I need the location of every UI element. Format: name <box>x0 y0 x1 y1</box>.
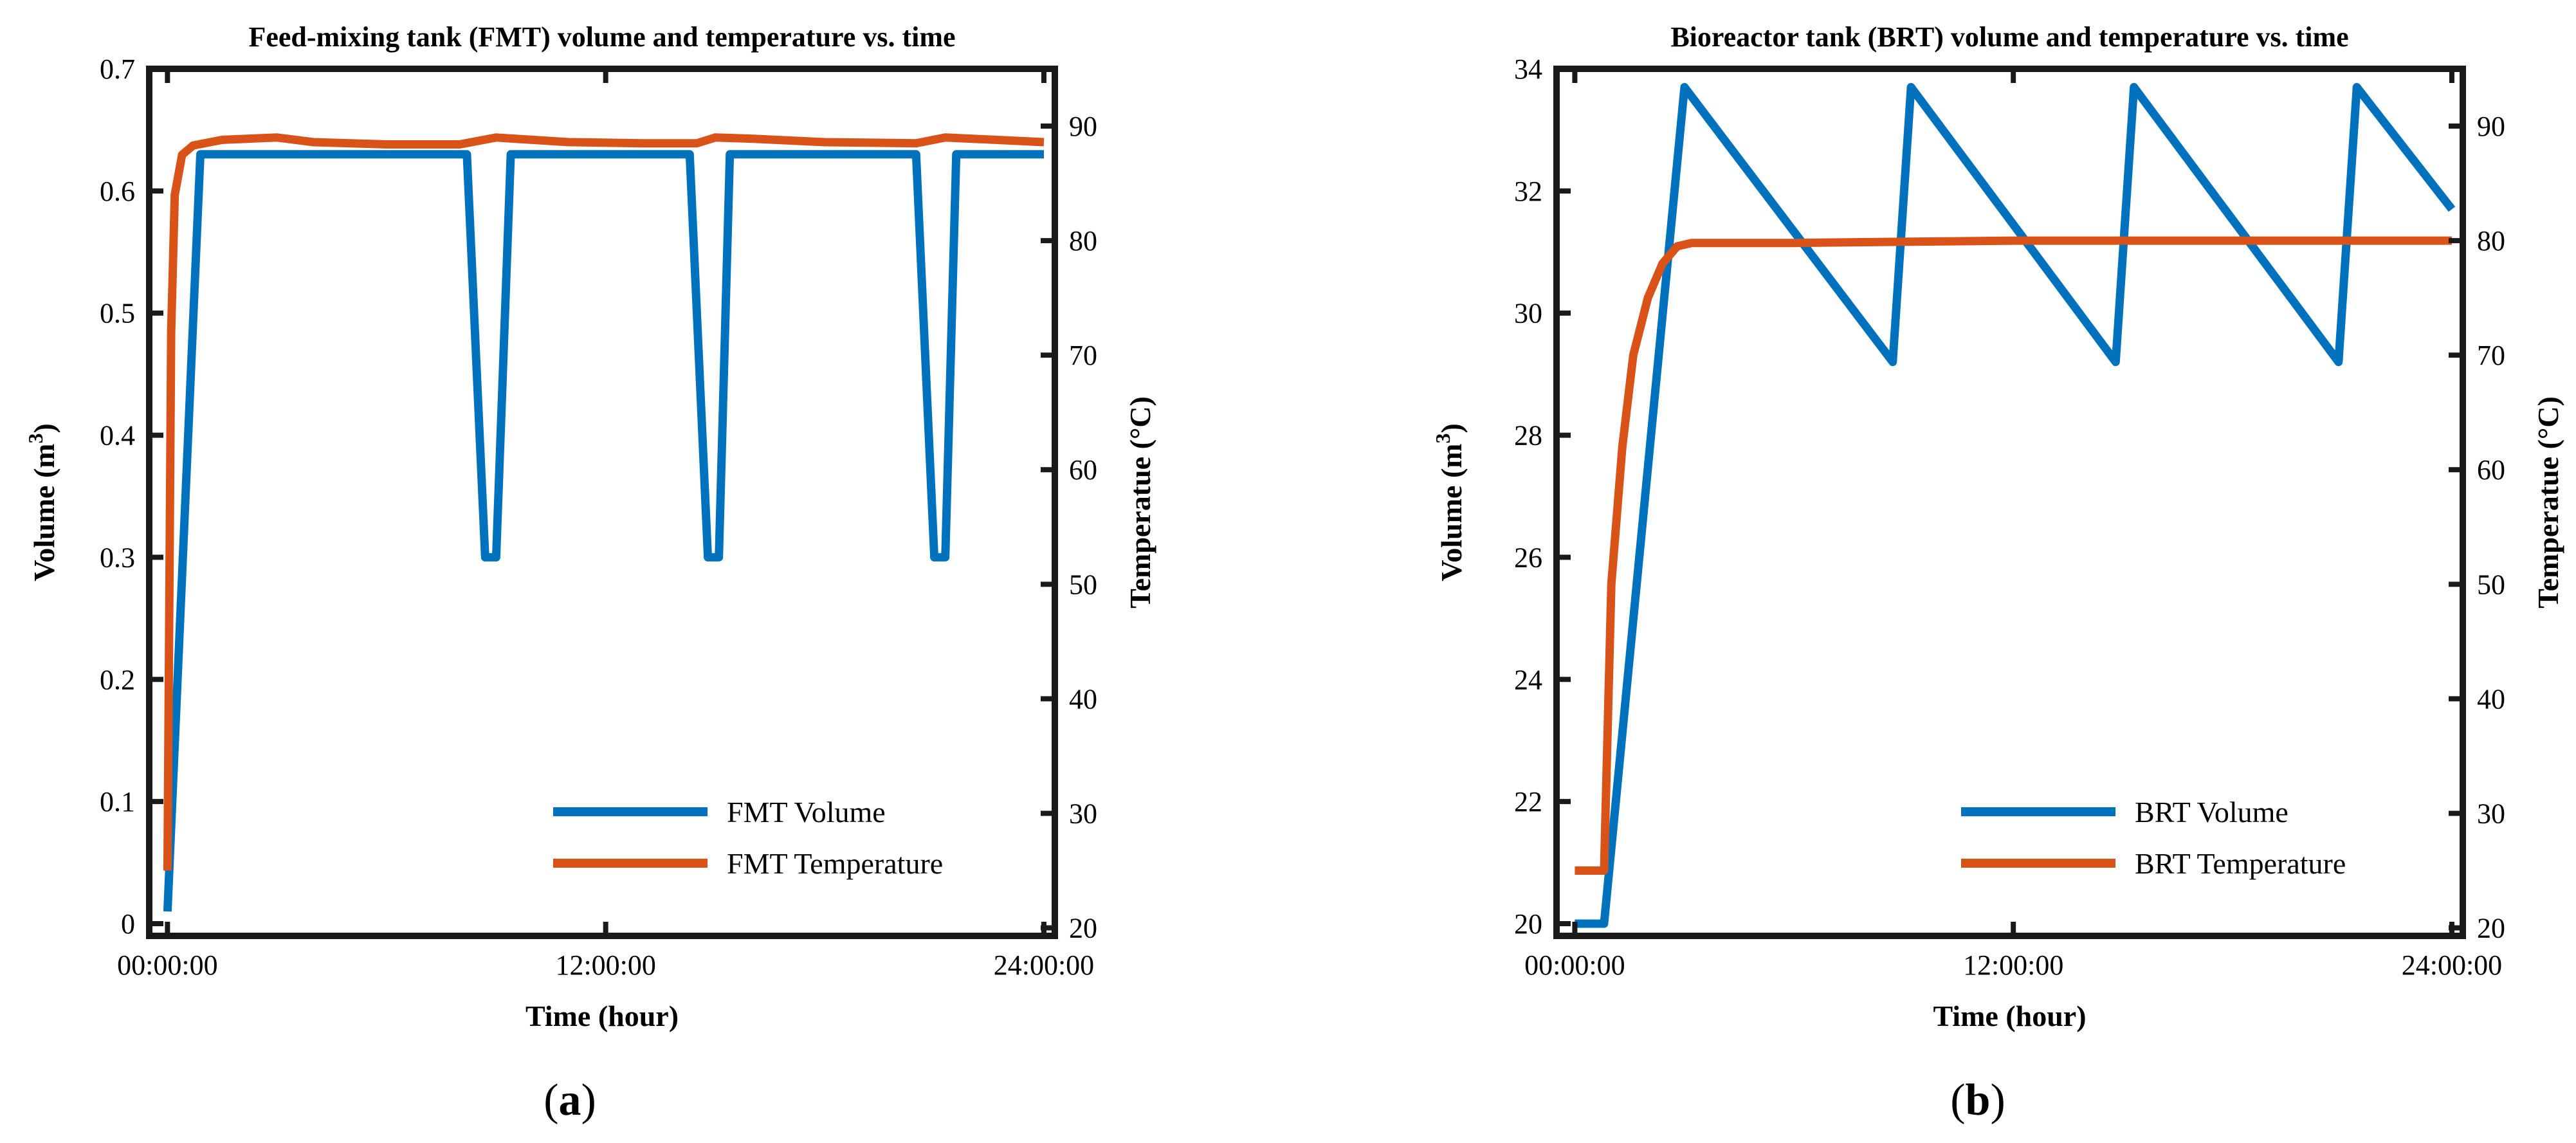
y-left-axis-label-text: Volume (m <box>28 444 60 581</box>
legend-entry: BRT Temperature <box>2135 847 2346 880</box>
chart-title: Feed-mixing tank (FMT) volume and temper… <box>248 21 955 53</box>
panel-label-open: ( <box>1950 1075 1965 1125</box>
y-left-axis-label-superscript: 3 <box>1431 434 1454 444</box>
y-left-tick-label: 34 <box>1514 53 1542 85</box>
panel-label-close: ) <box>581 1075 596 1125</box>
series-line-brt-volume <box>1575 83 2456 928</box>
series-line-brt-temperature <box>1575 236 2452 875</box>
y-right-tick-label: 90 <box>2477 111 2505 142</box>
panel-label-letter: b <box>1966 1075 1991 1125</box>
x-tick-label: 12:00:00 <box>1963 949 2063 981</box>
y-right-tick-label: 60 <box>2477 454 2505 486</box>
series-line-fmt-volume <box>163 150 1044 912</box>
y-left-axis-label-close: ) <box>1435 423 1468 433</box>
y-left-tick-label: 0.6 <box>100 176 135 207</box>
y-right-tick-label: 40 <box>1069 683 1097 715</box>
y-left-tick-label: 0.1 <box>100 786 135 818</box>
plot-frame <box>1553 66 2466 939</box>
y-right-tick-label: 20 <box>2477 913 2505 944</box>
y-right-tick-label: 90 <box>1069 111 1097 142</box>
legend-entry: BRT Volume <box>2135 796 2288 828</box>
x-tick-label: 12:00:00 <box>555 949 655 981</box>
y-right-tick-label: 70 <box>2477 340 2505 371</box>
x-axis-label: Time (hour) <box>525 1000 679 1032</box>
panel-a: Feed-mixing tank (FMT) volume and temper… <box>24 21 1156 1125</box>
y-left-tick-label: 0.5 <box>100 298 135 329</box>
panel-label: (a) <box>544 1075 596 1125</box>
legend: FMT Volume FMT Temperature <box>553 796 943 880</box>
y-right-axis-label: Temperatue (°C) <box>2532 396 2564 608</box>
y-right-tick-label: 80 <box>2477 225 2505 257</box>
y-right-tick-label: 80 <box>1069 225 1097 257</box>
x-axis-label: Time (hour) <box>1933 1000 2086 1032</box>
y-left-axis-label-close: ) <box>28 423 60 433</box>
y-right-tick-label: 50 <box>1069 569 1097 600</box>
y-right-tick-label: 30 <box>2477 798 2505 829</box>
y-left-axis-label: Volume (m3) <box>24 423 60 581</box>
x-tick-label: 24:00:00 <box>994 949 1094 981</box>
x-tick-label: 00:00:00 <box>1524 949 1625 981</box>
y-left-tick-label: 0.4 <box>100 420 135 452</box>
y-left-tick-label: 0.7 <box>100 53 135 85</box>
y-right-tick-label: 40 <box>2477 683 2505 715</box>
y-left-axis-label-superscript: 3 <box>24 434 47 444</box>
y-left-tick-label: 0.3 <box>100 542 135 573</box>
series-line-fmt-temperature <box>163 133 1045 871</box>
plot-frame <box>146 66 1058 939</box>
panel-label-letter: a <box>559 1075 581 1125</box>
y-left-tick-label: 24 <box>1514 664 1542 695</box>
x-tick-label: 00:00:00 <box>117 949 217 981</box>
y-right-tick-label: 20 <box>1069 913 1097 944</box>
y-left-tick-label: 32 <box>1514 176 1542 207</box>
panel-label-close: ) <box>1990 1075 2005 1125</box>
panel-b: Bioreactor tank (BRT) volume and tempera… <box>1431 21 2564 1125</box>
y-right-tick-label: 50 <box>2477 569 2505 600</box>
legend-entry: FMT Volume <box>727 796 886 828</box>
y-left-tick-label: 0.2 <box>100 664 135 695</box>
y-left-tick-label: 20 <box>1514 908 1542 940</box>
y-right-tick-label: 70 <box>1069 340 1097 371</box>
y-left-tick-label: 22 <box>1514 786 1542 818</box>
panel-label: (b) <box>1950 1075 2005 1125</box>
y-left-tick-label: 30 <box>1514 298 1542 329</box>
y-right-axis-label: Temperatue (°C) <box>1124 396 1156 608</box>
y-left-tick-label: 26 <box>1514 542 1542 573</box>
panel-label-open: ( <box>544 1075 558 1125</box>
y-right-tick-label: 30 <box>1069 798 1097 829</box>
y-right-tick-label: 60 <box>1069 454 1097 486</box>
chart-title: Bioreactor tank (BRT) volume and tempera… <box>1670 21 2348 53</box>
y-left-axis-label: Volume (m3) <box>1431 423 1468 581</box>
y-left-tick-label: 0 <box>121 908 135 940</box>
legend-entry: FMT Temperature <box>727 847 943 880</box>
y-left-axis-label-text: Volume (m <box>1435 444 1468 581</box>
y-left-tick-label: 28 <box>1514 420 1542 452</box>
x-tick-label: 24:00:00 <box>2402 949 2502 981</box>
legend: BRT Volume BRT Temperature <box>1961 796 2346 880</box>
